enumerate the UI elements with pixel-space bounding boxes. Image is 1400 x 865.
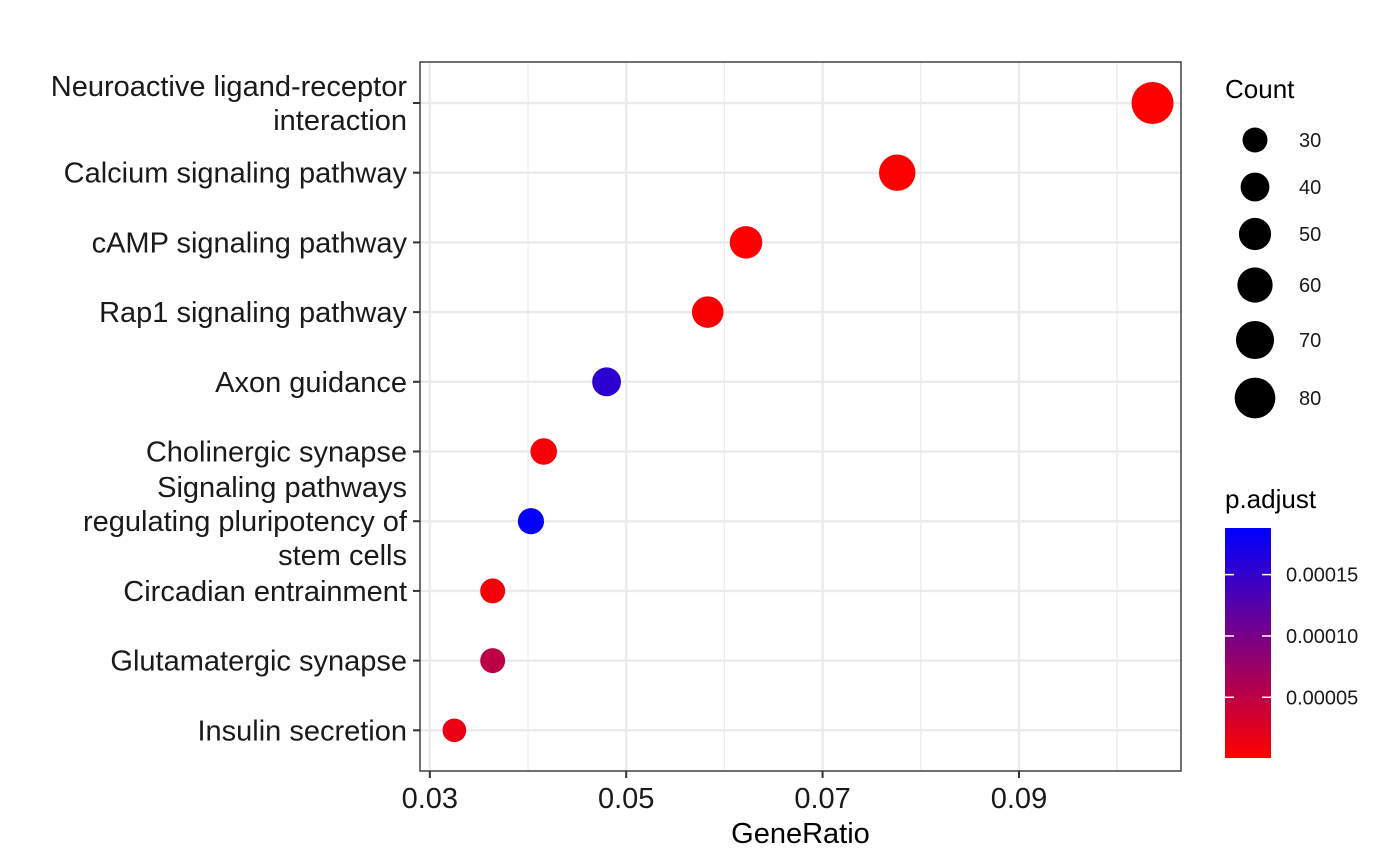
y-tick-label: Axon guidance	[215, 367, 407, 399]
y-tick-label: Signaling pathways	[157, 472, 407, 504]
y-tick-label: Rap1 signaling pathway	[99, 297, 407, 329]
x-tick-label: 0.09	[991, 783, 1047, 815]
data-point	[592, 367, 621, 397]
y-tick-label: Glutamatergic synapse	[110, 646, 407, 678]
data-point	[442, 718, 467, 743]
grid-lines	[420, 62, 1181, 771]
count-legend-title: Count	[1225, 74, 1295, 104]
p-adjust-legend-title: p.adjust	[1225, 484, 1317, 514]
y-tick-label: Neuroactive ligand-receptor	[51, 71, 408, 103]
data-point	[530, 438, 558, 465]
count-legend-key	[1240, 172, 1270, 202]
y-tick-label: regulating pluripotency of	[83, 506, 408, 538]
count-legend-label: 70	[1299, 330, 1321, 352]
y-tick-label: cAMP signaling pathway	[92, 227, 408, 259]
count-legend-key	[1237, 267, 1273, 303]
y-tick-label: Cholinergic synapse	[146, 437, 407, 469]
p-adjust-color-legend: p.adjust 0.00005 0.00010 0.00015	[1225, 484, 1358, 758]
y-tick-label: stem cells	[278, 540, 407, 572]
p-adjust-legend-label: 0.00015	[1286, 565, 1358, 587]
y-tick-label: Circadian entrainment	[123, 576, 407, 608]
data-point	[480, 648, 506, 674]
count-legend-key	[1238, 217, 1272, 251]
p-adjust-legend-label: 0.00010	[1286, 626, 1358, 648]
y-tick-label: Insulin secretion	[197, 715, 407, 747]
data-points	[442, 82, 1174, 743]
data-point	[1131, 82, 1174, 124]
y-tick-label: interaction	[273, 105, 407, 137]
x-axis-title: GeneRatio	[731, 818, 870, 850]
x-axis: 0.03 0.05 0.07 0.09	[402, 771, 1047, 815]
data-point	[729, 226, 763, 259]
count-legend-label: 40	[1299, 177, 1321, 199]
count-size-legend: Count 30 40 50 60 70 80	[1225, 74, 1321, 419]
count-legend-key	[1234, 377, 1276, 419]
count-legend-label: 50	[1299, 224, 1321, 246]
data-point	[517, 508, 545, 535]
data-point	[879, 154, 916, 191]
count-legend-key	[1235, 320, 1275, 360]
x-tick-label: 0.03	[402, 783, 458, 815]
count-legend-label: 80	[1299, 388, 1321, 410]
p-adjust-legend-label: 0.00005	[1286, 687, 1358, 709]
count-legend-label: 30	[1299, 130, 1321, 152]
y-tick-label: Calcium signaling pathway	[64, 158, 408, 190]
p-adjust-colorbar	[1225, 528, 1271, 758]
plot-panel-border	[419, 61, 1182, 772]
x-tick-label: 0.05	[598, 783, 654, 815]
data-point	[691, 296, 724, 328]
x-tick-label: 0.07	[794, 783, 850, 815]
count-legend-key	[1242, 127, 1268, 153]
count-legend-label: 60	[1299, 275, 1321, 297]
data-point	[480, 578, 506, 604]
